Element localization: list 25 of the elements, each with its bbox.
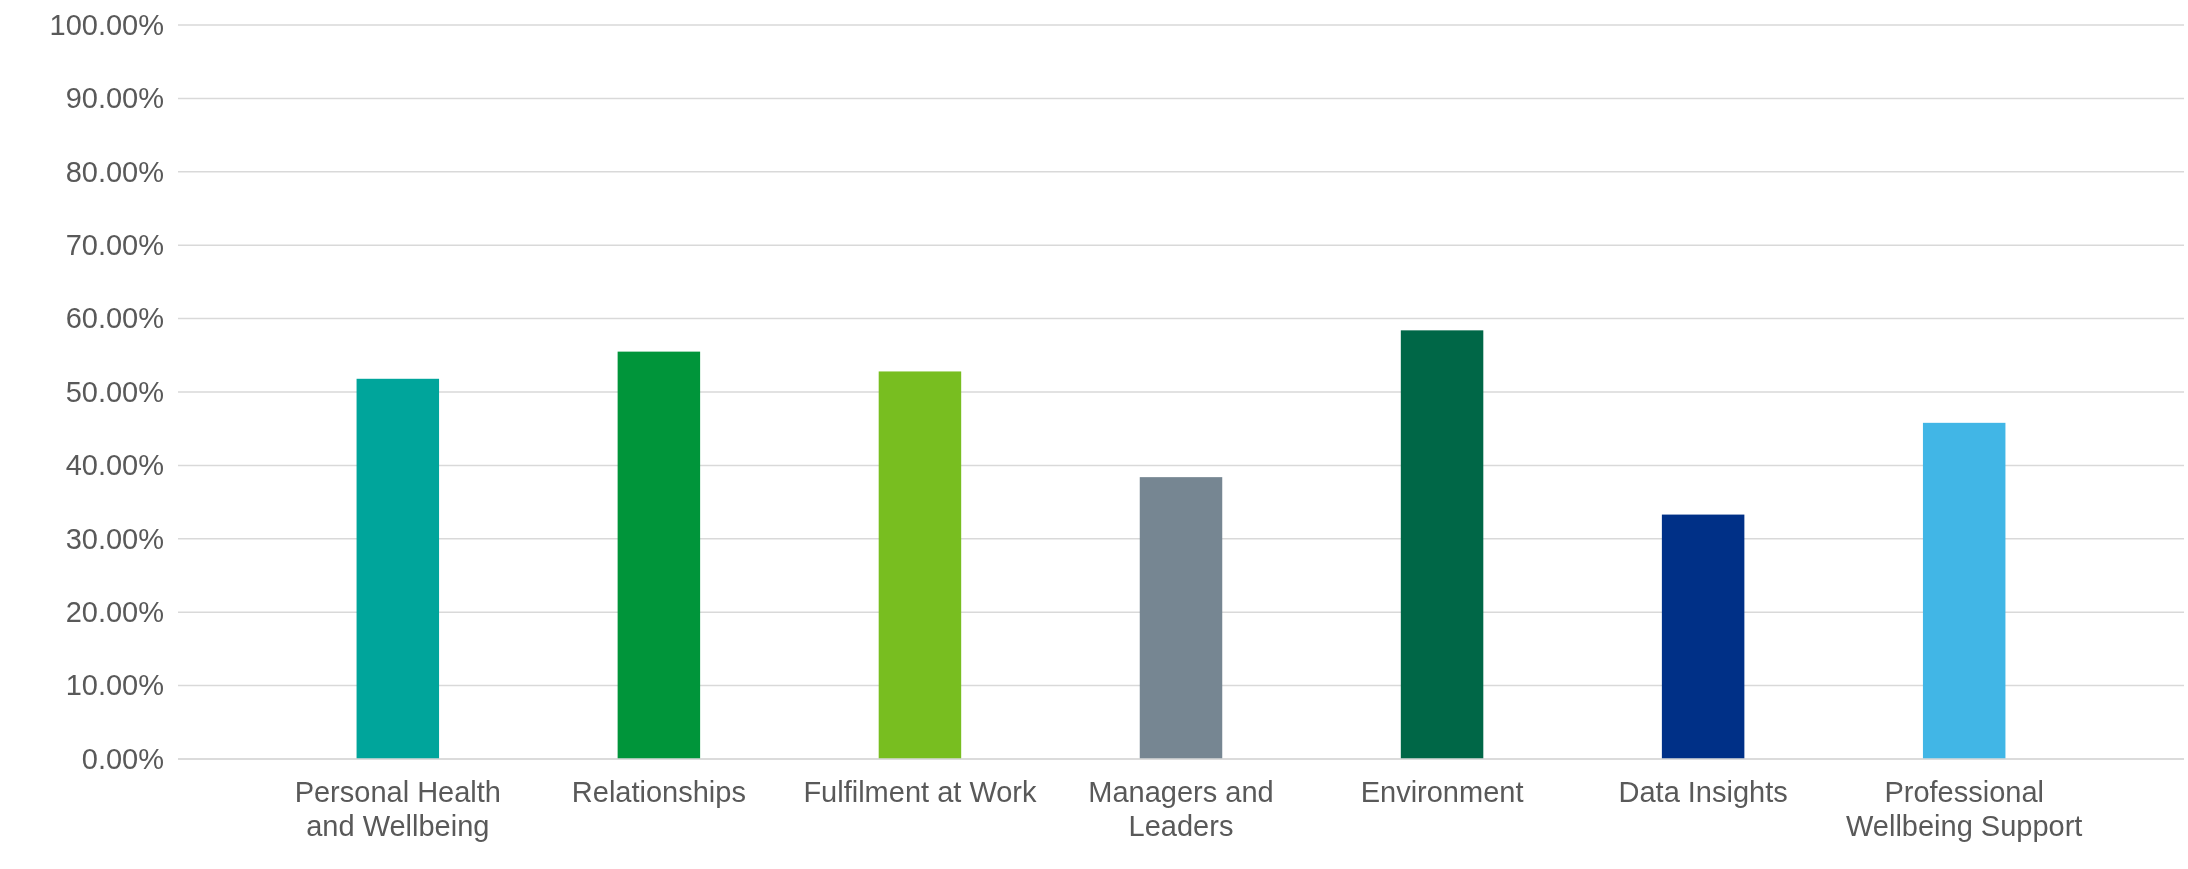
y-tick-label: 70.00% xyxy=(65,228,164,261)
x-tick-label: Fulfilment at Work xyxy=(803,775,1037,808)
bar xyxy=(356,378,440,759)
bar xyxy=(1922,422,2006,759)
y-tick-label: 20.00% xyxy=(65,595,164,628)
bar xyxy=(617,351,701,759)
x-tick-label: Environment xyxy=(1360,775,1524,808)
x-tick-label: Data Insights xyxy=(1618,775,1788,808)
y-tick-label: 50.00% xyxy=(65,375,164,408)
y-tick-label: 10.00% xyxy=(65,669,164,702)
y-tick-label: 60.00% xyxy=(65,302,164,335)
x-tick-label: Managers and Leaders xyxy=(1088,775,1274,843)
bar xyxy=(1400,330,1484,759)
y-tick-label: 80.00% xyxy=(65,155,164,188)
x-tick-label: Professional Wellbeing Support xyxy=(1845,775,2083,843)
y-tick-label: 30.00% xyxy=(65,522,164,555)
bar xyxy=(1139,477,1223,759)
x-tick-label: Personal Health and Wellbeing xyxy=(294,775,501,843)
y-tick-label: 40.00% xyxy=(65,449,164,482)
y-tick-label: 90.00% xyxy=(65,82,164,115)
y-tick-label: 0.00% xyxy=(81,742,164,775)
x-tick-label: Relationships xyxy=(571,775,746,808)
y-tick-label: 100.00% xyxy=(49,8,164,41)
bar xyxy=(1661,514,1745,759)
bar xyxy=(878,371,962,759)
